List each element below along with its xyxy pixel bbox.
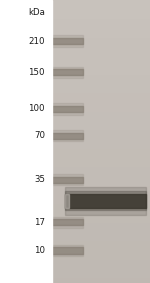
Bar (52, 0, 150, 283)
Bar (52, 44, 83, 47)
Bar (52, 247, 83, 254)
Text: 100: 100 (28, 104, 45, 113)
Text: 17: 17 (34, 218, 45, 227)
Text: 10: 10 (34, 246, 45, 255)
Bar (52, 216, 83, 219)
Text: 210: 210 (28, 37, 45, 46)
Bar (52, 103, 83, 106)
Bar (52, 133, 83, 139)
Bar (52, 183, 83, 185)
Bar (52, 177, 83, 183)
Bar (52, 174, 83, 177)
Bar (52, 245, 83, 247)
Bar (52, 75, 83, 78)
Text: 35: 35 (34, 175, 45, 184)
Bar (52, 112, 83, 115)
Bar (52, 225, 83, 228)
Text: 150: 150 (28, 68, 45, 77)
Bar (52, 69, 83, 75)
Bar (52, 35, 83, 38)
Bar (0, 0, 52, 283)
Bar (64, 187, 146, 215)
Bar (64, 191, 146, 211)
Bar (64, 194, 146, 208)
Bar (52, 106, 83, 112)
Bar (52, 219, 83, 225)
Bar (52, 254, 83, 256)
Bar (52, 67, 83, 69)
Bar (64, 194, 69, 208)
Bar (52, 139, 83, 142)
Text: kDa: kDa (28, 8, 45, 17)
Text: 70: 70 (34, 131, 45, 140)
Bar (52, 38, 83, 44)
Bar (52, 130, 83, 133)
